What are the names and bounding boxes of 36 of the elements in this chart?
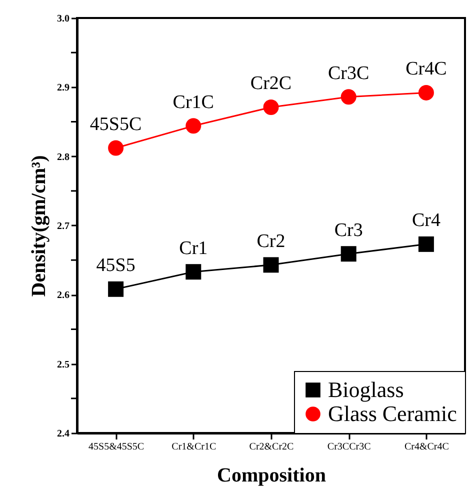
point (186, 264, 202, 280)
point (108, 281, 124, 297)
y-tick-label: 2.4 (57, 428, 70, 440)
annotation: 45S5 (96, 255, 136, 276)
annotation: Cr1 (179, 238, 208, 259)
legend-label: Bioglass (328, 377, 404, 402)
y-axis-title: Density(gm/cm³) (28, 155, 50, 297)
x-axis-title: Composition (217, 464, 326, 486)
annotation: Cr2 (256, 230, 286, 252)
x-tick-label: 45S5&45S5C (88, 442, 144, 452)
y-tick-label: 2.7 (57, 221, 70, 232)
point (263, 99, 279, 115)
x-tick-label: Cr4&Cr4C (404, 442, 450, 452)
x-tick-label: Cr2&Cr2C (249, 442, 294, 452)
annotation: Cr4C (406, 58, 447, 80)
annotation: 45S5C (90, 114, 142, 136)
point (340, 246, 356, 262)
annotation: Cr3 (334, 220, 363, 241)
legend-label: Glass Ceramic (328, 401, 458, 426)
annotation: Cr3C (328, 62, 370, 84)
annotation: Cr1C (172, 92, 214, 113)
y-tick-label: 2.6 (57, 290, 70, 302)
y-tick-label: 3.0 (57, 14, 70, 24)
point (108, 140, 124, 156)
y-tick-label: 2.5 (57, 359, 70, 370)
x-tick-label: Cr3CCr3C (327, 442, 372, 452)
x-tick-label: Cr1&Cr1C (172, 442, 216, 452)
annotation: Cr4 (412, 210, 441, 232)
y-tick-label: 2.8 (57, 152, 70, 163)
y-tick-label: 2.9 (57, 82, 70, 94)
point (263, 257, 279, 273)
point (418, 236, 434, 252)
point (418, 84, 434, 100)
point (186, 118, 202, 134)
point (340, 89, 356, 105)
annotation: Cr2C (250, 73, 292, 94)
